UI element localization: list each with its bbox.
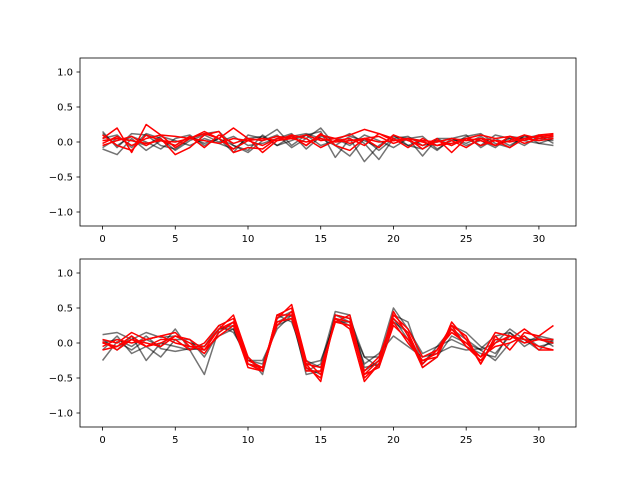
x-tick-label: 10 — [242, 234, 255, 245]
x-tick-label: 10 — [242, 435, 255, 446]
x-tick-label: 30 — [533, 435, 546, 446]
y-tick-label: 0.5 — [57, 304, 73, 315]
y-tick-label: −0.5 — [49, 374, 73, 385]
x-tick-label: 25 — [460, 435, 473, 446]
series-group — [101, 123, 554, 163]
y-tick-label: −0.5 — [49, 173, 73, 184]
x-tick-label: 25 — [460, 234, 473, 245]
x-tick-label: 5 — [172, 234, 178, 245]
series-group — [101, 303, 554, 383]
y-tick-label: 1.0 — [57, 269, 73, 280]
y-tick-label: −1.0 — [49, 409, 73, 420]
y-tick-label: 0.0 — [57, 138, 73, 149]
series-line-red-10 — [102, 310, 554, 376]
x-tick-label: 30 — [533, 234, 546, 245]
series-line-red-10 — [102, 132, 554, 150]
subplot-2: 0 5 10 15 20 25 30 −1.0 −0.5 0.0 0.5 1.0 — [49, 258, 577, 446]
series-line-gray-5 — [102, 132, 554, 152]
x-tick-label: 15 — [314, 234, 327, 245]
y-tick-label: 0.5 — [57, 103, 73, 114]
x-tick-label: 20 — [387, 234, 400, 245]
y-tick-label: 1.0 — [57, 68, 73, 79]
series-line-gray-5 — [102, 314, 554, 365]
x-tick-label: 5 — [172, 435, 178, 446]
x-tick-label: 15 — [314, 435, 327, 446]
series-line-red-9 — [102, 137, 554, 145]
y-tick-label: 0.0 — [57, 339, 73, 350]
x-tick-label: 20 — [387, 435, 400, 446]
series-line-gray-3 — [102, 310, 554, 372]
y-tick-label: −1.0 — [49, 208, 73, 219]
x-tick-label: 0 — [99, 435, 105, 446]
subplot-1: 0 5 10 15 20 25 30 −1.0 −0.5 0.0 0.5 1.0 — [49, 57, 577, 245]
x-tick-label: 0 — [99, 234, 105, 245]
